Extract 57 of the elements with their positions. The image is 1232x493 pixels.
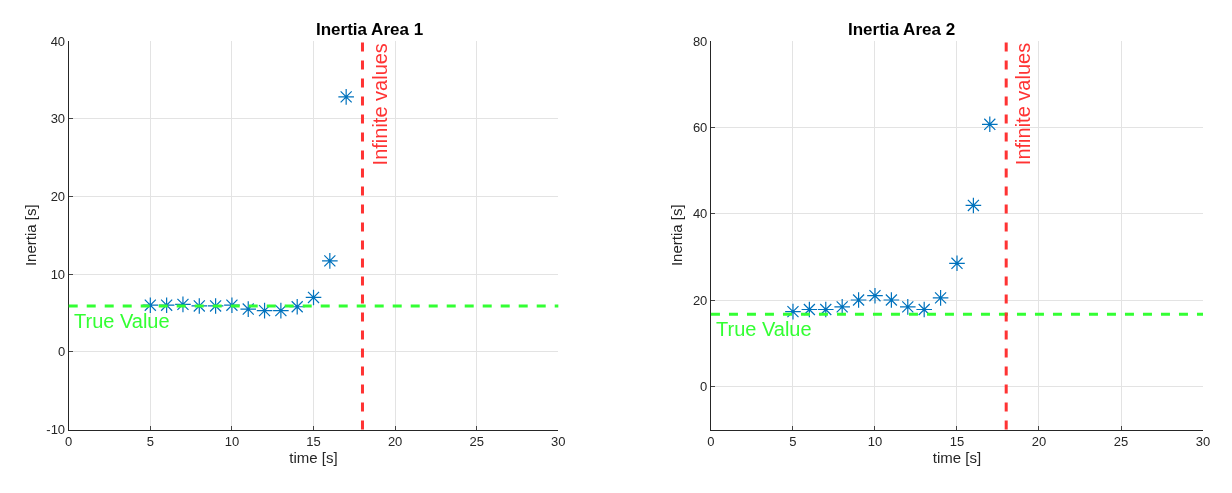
ref-line-label: Infinite values <box>368 43 391 166</box>
x-tick-label: 15 <box>949 434 965 450</box>
x-tick-label: 20 <box>1031 434 1047 450</box>
ref-line-label: Infinite values <box>1012 42 1035 166</box>
x-tick-label: 5 <box>146 434 154 450</box>
point <box>948 254 966 272</box>
point <box>190 297 208 315</box>
x-axis-title: time [s] <box>932 449 982 467</box>
y-tick-label: 30 <box>50 111 66 127</box>
y-tick-label: 0 <box>700 378 708 394</box>
x-tick-label: 30 <box>1195 434 1211 450</box>
x-tick-label: 20 <box>387 434 403 450</box>
y-tick-label: 40 <box>50 33 66 49</box>
point <box>932 289 949 307</box>
point <box>207 297 224 315</box>
point <box>305 289 322 306</box>
point <box>915 301 933 318</box>
chart-title: Inertia Area 2 <box>848 20 956 39</box>
point <box>272 302 290 320</box>
y-tick-label: 20 <box>692 292 708 308</box>
x-tick-label: 25 <box>469 434 484 450</box>
point <box>288 298 306 316</box>
x-tick-label: 10 <box>867 434 883 450</box>
y-tick-label: 0 <box>57 344 66 360</box>
point <box>899 298 917 316</box>
x-tick-label: 25 <box>1113 434 1129 450</box>
y-tick-label: 10 <box>50 266 66 282</box>
y-axis-title: Inertia [s] <box>21 204 39 267</box>
x-axis-title: time [s] <box>289 449 338 467</box>
point <box>866 287 884 305</box>
x-tick-label: 15 <box>306 434 321 450</box>
y-axis-title: Inertia [s] <box>668 204 686 267</box>
y-tick-label: 60 <box>692 119 708 135</box>
point <box>158 296 176 314</box>
point <box>800 301 818 318</box>
point <box>784 303 802 321</box>
point <box>239 300 257 318</box>
ref-line-label: True Value <box>74 310 170 332</box>
chart-title: Inertia Area 1 <box>316 20 424 39</box>
point <box>174 296 192 313</box>
point <box>964 197 982 214</box>
y-tick-label: 20 <box>50 188 66 204</box>
point <box>321 252 339 270</box>
point <box>337 88 355 106</box>
point <box>223 296 241 314</box>
y-tick-label: 80 <box>692 33 708 49</box>
point <box>981 115 999 133</box>
point <box>817 301 835 318</box>
x-tick-label: 30 <box>551 434 566 450</box>
x-tick-label: 5 <box>789 434 797 450</box>
point <box>256 302 273 320</box>
y-tick-label: 40 <box>692 206 708 222</box>
point <box>850 291 867 309</box>
ref-line-label: True Value <box>716 318 812 340</box>
x-tick-label: 10 <box>224 434 240 450</box>
y-tick-label: -10 <box>46 422 66 438</box>
point <box>882 291 900 309</box>
